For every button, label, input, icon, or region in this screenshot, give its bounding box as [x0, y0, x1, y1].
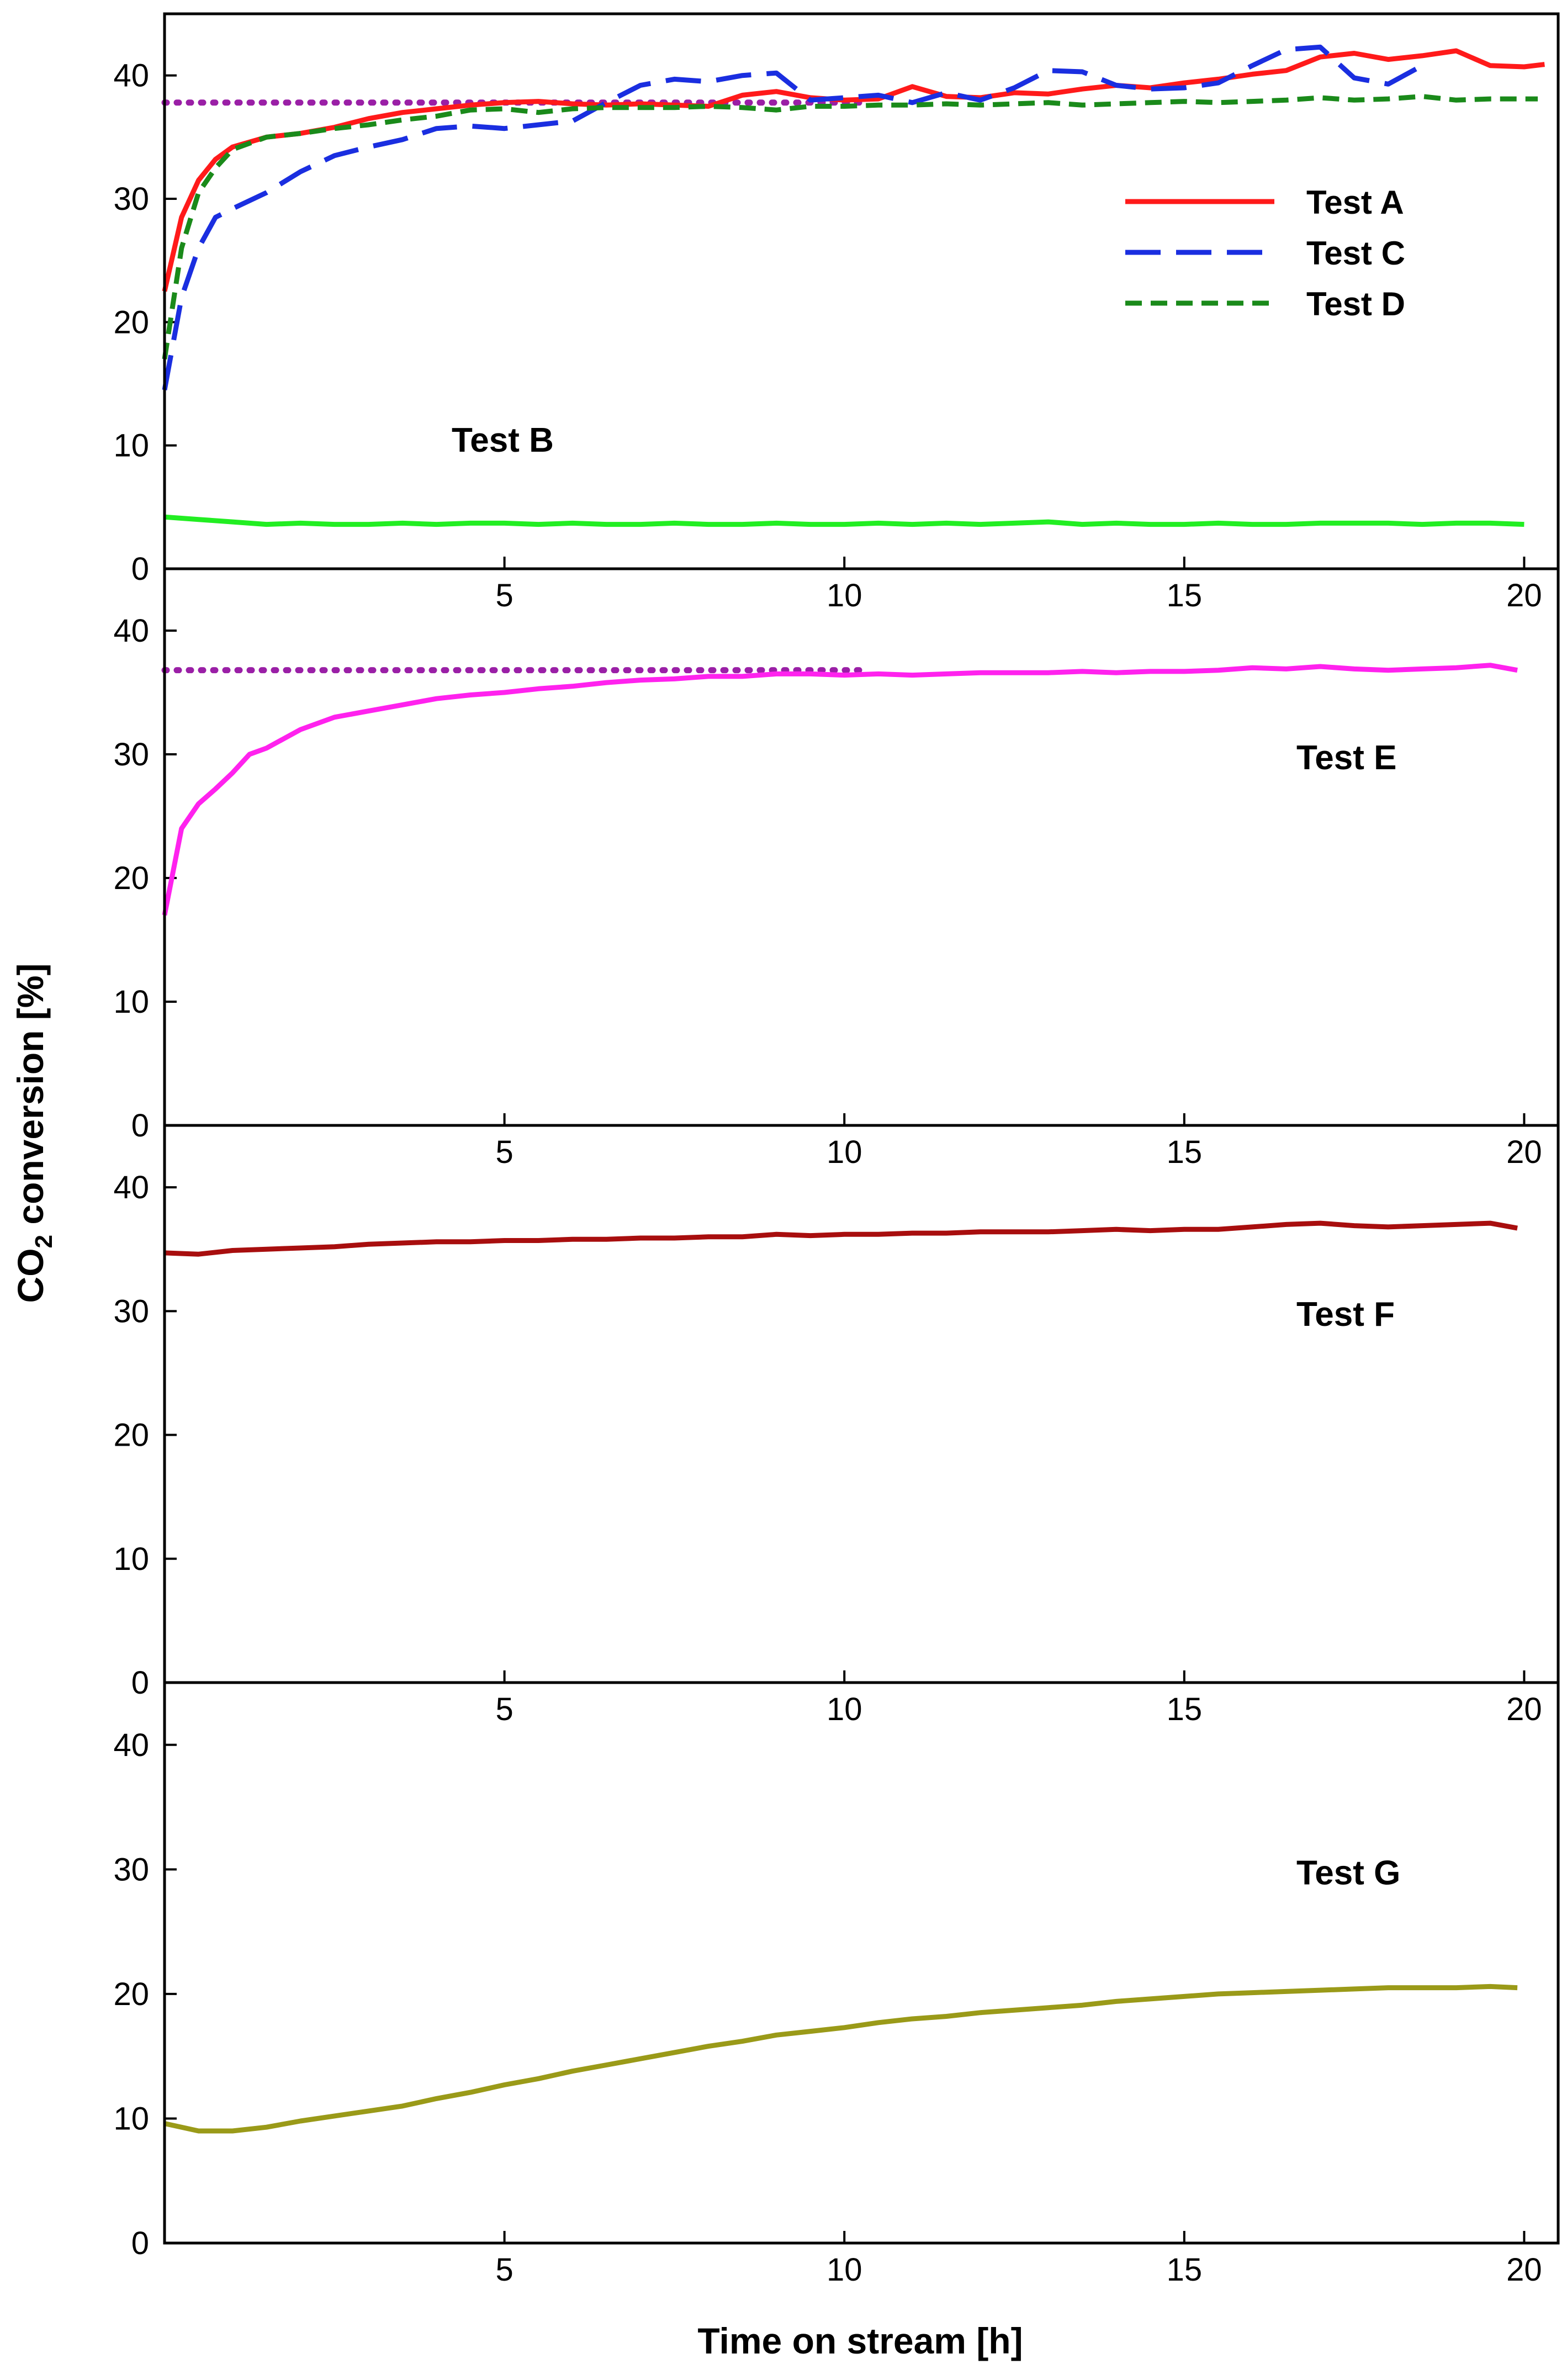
y-tick-label: 40 [113, 58, 149, 94]
panel-top: 0 10 20 30 40 5 10 15 20 Test B Test A Test C Test D [113, 12, 1560, 613]
y-tick-label: 10 [113, 1541, 149, 1577]
y-tick-label: 20 [113, 304, 149, 340]
x-tick-label: 5 [495, 1691, 513, 1727]
y-tick-label: 40 [113, 1170, 149, 1205]
y-tick-label: 40 [113, 613, 149, 649]
x-tick-label: 15 [1167, 2252, 1203, 2288]
panel-bottom: 0 10 20 30 40 5 10 15 20 Test G [113, 1681, 1560, 2288]
panel-frame [163, 1681, 1560, 2245]
legend-label: Test A [1306, 184, 1404, 221]
series-line-test-g [164, 1984, 1518, 2134]
x-tick-label: 20 [1506, 1691, 1542, 1727]
x-tick-label: 15 [1167, 1691, 1203, 1727]
x-tick-label: 10 [827, 1134, 862, 1170]
series-line-test-d [162, 94, 1538, 359]
y-tick-label: 20 [113, 860, 149, 896]
panel-frame [163, 1124, 1560, 1684]
y-tick-label: 30 [113, 1852, 149, 1887]
x-tick-label: 20 [1506, 2252, 1542, 2288]
x-tick-label: 15 [1167, 578, 1203, 613]
x-tick-label: 5 [495, 1134, 513, 1170]
legend-label: Test D [1306, 285, 1405, 322]
y-tick-label: 0 [131, 551, 149, 587]
x-tick-label: 15 [1167, 1134, 1203, 1170]
x-tick-label: 10 [827, 1691, 862, 1727]
y-tick-label: 0 [131, 1108, 149, 1144]
y-tick-label: 0 [131, 1665, 149, 1701]
panel-second: 0 10 20 30 40 5 10 15 20 Test E [113, 567, 1560, 1170]
y-tick-label: 10 [113, 428, 149, 464]
series-label: Test F [1296, 1295, 1395, 1334]
legend-label: Test C [1306, 235, 1405, 272]
y-tick-label: 40 [113, 1727, 149, 1763]
y-tick-label: 20 [113, 1418, 149, 1453]
y-tick-label: 20 [113, 1976, 149, 2012]
x-tick-label: 5 [495, 2252, 513, 2288]
series-label: Test E [1296, 739, 1396, 777]
series-line-test-b [164, 514, 1524, 527]
y-axis-title-subscript: 2 [30, 1235, 57, 1248]
chart-panels: 0 10 20 30 40 5 10 15 20 Test B Test A Test C Test D… [113, 12, 1560, 2288]
series-line-test-f [164, 1220, 1518, 1257]
y-axis-title: CO2 conversion [%] [10, 964, 57, 1303]
x-axis-title: Time on stream [h] [697, 2320, 1023, 2361]
x-tick-label: 20 [1506, 578, 1542, 613]
y-tick-label: 30 [113, 737, 149, 773]
y-tick-label: 0 [131, 2225, 149, 2261]
series-label: Test G [1296, 1854, 1400, 1892]
x-tick-label: 10 [827, 578, 862, 613]
panel-third: 0 10 20 30 40 5 10 15 20 Test F [113, 1124, 1560, 1727]
x-tick-label: 10 [827, 2252, 862, 2288]
y-tick-label: 30 [113, 181, 149, 217]
y-tick-label: 10 [113, 2101, 149, 2136]
series-line-test-c [162, 44, 1423, 391]
legend: Test A Test C Test D [1125, 184, 1405, 322]
panel-frame [163, 567, 1560, 1127]
series-label: Test B [452, 421, 554, 459]
series-line-test-e [162, 663, 1518, 916]
y-tick-label: 30 [113, 1293, 149, 1329]
x-tick-label: 20 [1506, 1134, 1542, 1170]
x-tick-label: 5 [495, 578, 513, 613]
y-tick-label: 10 [113, 984, 149, 1020]
